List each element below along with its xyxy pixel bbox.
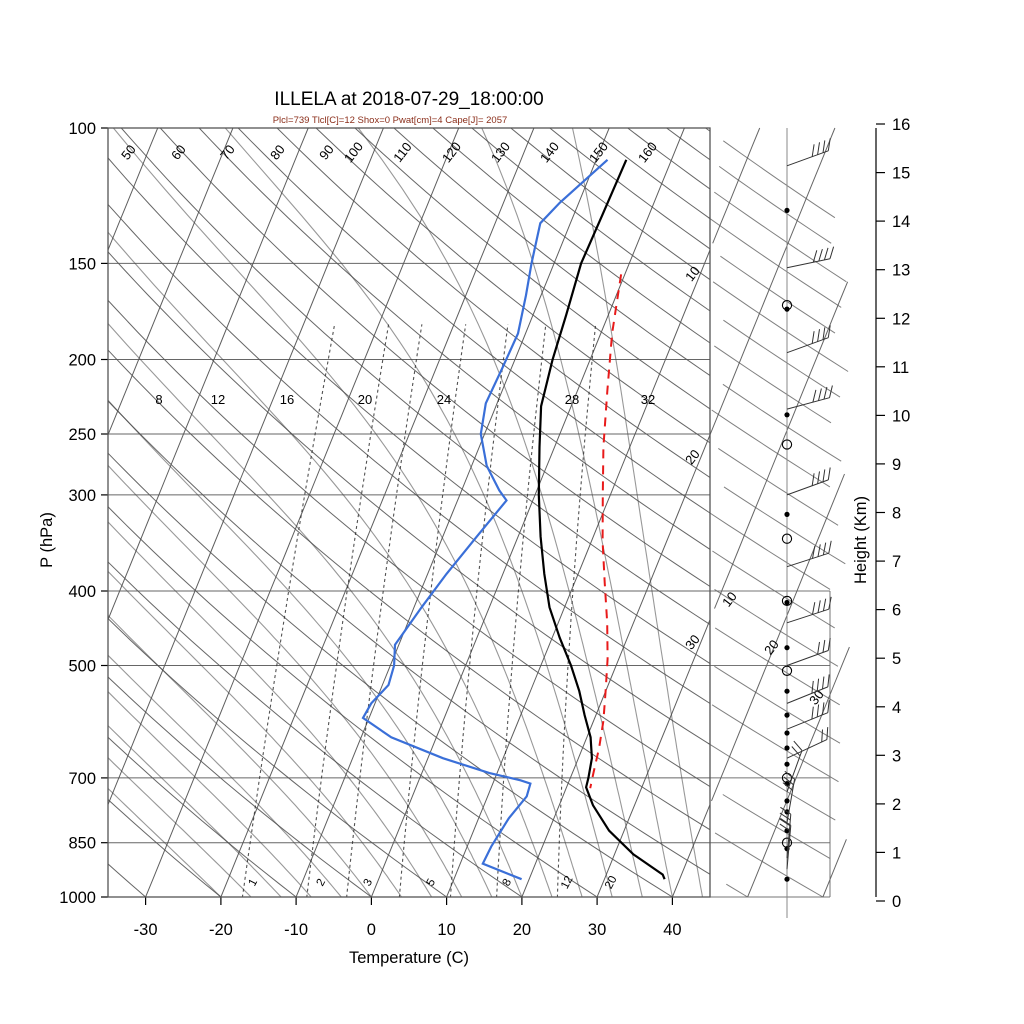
x-tick: 0 bbox=[367, 921, 376, 939]
x-tick: -20 bbox=[209, 921, 233, 939]
y-tick-left: 400 bbox=[68, 583, 96, 601]
y-tick-left: 100 bbox=[68, 120, 96, 138]
y-tick-right: 2 bbox=[892, 796, 901, 814]
x-tick: -10 bbox=[284, 921, 308, 939]
y-tick-left: 250 bbox=[68, 426, 96, 444]
wind-level-circle bbox=[781, 533, 793, 544]
y-tick-right: 0 bbox=[892, 893, 901, 911]
y-tick-left: 150 bbox=[68, 255, 96, 273]
y-tick-right: 1 bbox=[892, 844, 901, 862]
grid-label: 32 bbox=[641, 392, 655, 407]
y-axis-label-left: P (hPa) bbox=[38, 512, 56, 568]
wind-level-dot bbox=[784, 599, 790, 606]
wind-level-circle bbox=[781, 665, 793, 676]
grid-label: 28 bbox=[565, 392, 579, 407]
y-tick-left: 1000 bbox=[59, 889, 96, 907]
grid-label: 20 bbox=[358, 392, 372, 407]
wind-level-dot bbox=[784, 745, 790, 751]
wind-level-dot bbox=[784, 207, 790, 213]
wind-level-circle bbox=[781, 595, 793, 607]
y-tick-right: 11 bbox=[892, 359, 909, 377]
wind-level-dot bbox=[784, 688, 790, 694]
y-tick-right: 15 bbox=[892, 165, 910, 183]
wind-level-dot bbox=[784, 645, 790, 651]
wind-level-circle bbox=[781, 439, 793, 450]
y-tick-right: 5 bbox=[892, 650, 901, 668]
wind-level-dot bbox=[784, 511, 790, 517]
y-tick-right: 16 bbox=[892, 116, 910, 134]
y-tick-right: 3 bbox=[892, 747, 901, 765]
grid-label: 3 bbox=[362, 877, 376, 888]
y-tick-right: 12 bbox=[892, 310, 910, 328]
x-tick: 10 bbox=[437, 921, 455, 939]
grid-label: 20 bbox=[603, 874, 620, 891]
y-tick-right: 8 bbox=[892, 505, 901, 523]
wind-level-dot bbox=[784, 798, 790, 804]
wind-level-dot bbox=[784, 730, 790, 736]
x-tick: 30 bbox=[588, 921, 606, 939]
wind-level-dot bbox=[784, 712, 790, 718]
grid-lines bbox=[108, 128, 710, 897]
grid-label: 16 bbox=[280, 392, 294, 407]
y-axis-label-right: Height (Km) bbox=[852, 496, 870, 584]
y-tick-right: 14 bbox=[892, 213, 910, 231]
grid-label: 1 bbox=[247, 877, 261, 888]
grid-label: 8 bbox=[155, 392, 162, 407]
wind-barb-column bbox=[779, 128, 835, 918]
y-tick-right: 10 bbox=[892, 407, 910, 425]
y-tick-left: 500 bbox=[68, 658, 96, 676]
y-tick-left: 700 bbox=[68, 770, 96, 788]
x-tick: 20 bbox=[513, 921, 531, 939]
sounding-profiles bbox=[361, 158, 666, 881]
page-title: ILLELA at 2018-07-29_18:00:00 bbox=[274, 89, 543, 110]
grid-label: 24 bbox=[437, 392, 451, 407]
indices-subtitle: Plcl=739 Tlcl[C]=12 Shox=0 Pwat[cm]=4 Ca… bbox=[273, 115, 508, 126]
y-tick-right: 6 bbox=[892, 602, 901, 620]
y-tick-left: 200 bbox=[68, 352, 96, 370]
y-tick-right: 13 bbox=[892, 262, 910, 280]
wind-level-dot bbox=[784, 761, 790, 767]
plot-frame bbox=[107, 127, 711, 898]
grid-label: 12 bbox=[559, 874, 576, 891]
wind-level-dot bbox=[784, 306, 790, 312]
y-tick-left: 850 bbox=[68, 835, 96, 853]
y-tick-right: 7 bbox=[892, 553, 901, 571]
y-tick-right: 4 bbox=[892, 699, 901, 717]
grid-label: 12 bbox=[211, 392, 225, 407]
y-tick-right: 9 bbox=[892, 456, 901, 474]
x-tick: 40 bbox=[663, 921, 681, 939]
y-tick-left: 300 bbox=[68, 487, 96, 505]
grid-label: 5 bbox=[425, 877, 439, 888]
x-axis-label: Temperature (C) bbox=[349, 949, 469, 967]
x-tick: -30 bbox=[134, 921, 158, 939]
grid-label: 8 bbox=[501, 877, 515, 888]
grid-label: 2 bbox=[315, 877, 329, 888]
wind-level-dot bbox=[784, 412, 790, 418]
wind-level-dot bbox=[784, 876, 790, 882]
